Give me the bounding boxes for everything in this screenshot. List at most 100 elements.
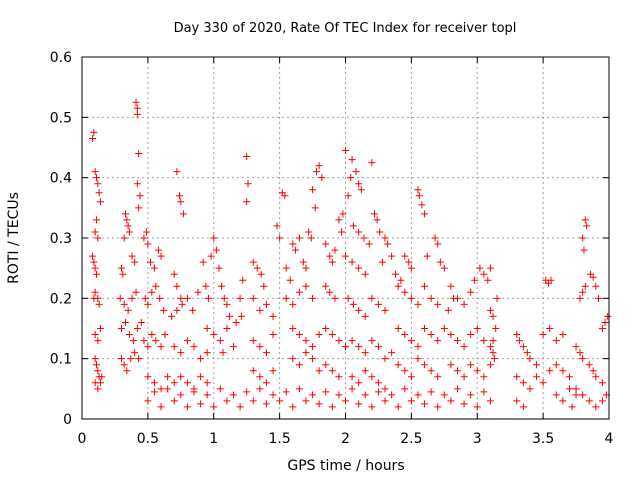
data-point	[212, 246, 220, 254]
data-point	[572, 343, 580, 351]
data-point	[355, 264, 363, 272]
data-point	[120, 234, 128, 242]
data-point	[282, 294, 290, 302]
x-tick-label: 2	[341, 431, 350, 447]
data-point	[152, 337, 160, 345]
data-point	[342, 397, 349, 405]
x-tick-label: 0	[78, 431, 87, 447]
data-point	[223, 397, 231, 405]
data-point	[328, 331, 336, 339]
data-point	[546, 325, 554, 332]
x-tick-label: 3	[473, 431, 482, 447]
data-point	[131, 258, 139, 266]
data-point	[144, 373, 152, 381]
data-point	[161, 331, 169, 339]
data-point	[374, 300, 382, 308]
data-point	[202, 282, 210, 290]
data-point	[489, 349, 497, 357]
data-point	[436, 258, 444, 266]
data-point	[177, 391, 185, 399]
data-point	[215, 264, 223, 272]
data-point	[295, 234, 303, 242]
data-point	[269, 391, 277, 399]
data-point	[585, 397, 593, 405]
data-point	[311, 204, 319, 212]
data-point	[484, 276, 492, 284]
data-point	[94, 234, 102, 242]
data-point	[589, 367, 597, 375]
y-tick-label: 0.4	[50, 171, 72, 187]
data-point	[282, 388, 290, 396]
data-point	[197, 355, 205, 363]
data-point	[232, 318, 240, 326]
data-point	[154, 246, 162, 254]
data-point	[127, 355, 135, 363]
data-point	[572, 391, 580, 399]
data-point	[203, 379, 211, 387]
data-point	[286, 276, 294, 284]
data-point	[598, 379, 606, 387]
data-point	[210, 331, 218, 339]
data-point	[120, 361, 128, 369]
data-point	[568, 403, 576, 411]
data-point	[344, 192, 352, 200]
data-point	[381, 385, 389, 393]
data-point	[513, 397, 521, 405]
data-point	[450, 294, 458, 302]
data-point	[302, 264, 310, 272]
data-point	[177, 349, 185, 357]
data-point	[572, 385, 580, 393]
data-point	[269, 312, 277, 320]
data-point	[355, 180, 363, 188]
data-point	[414, 300, 422, 308]
data-point	[421, 282, 429, 290]
data-point	[384, 240, 392, 248]
data-point	[405, 258, 413, 266]
data-point	[328, 403, 336, 411]
data-point	[414, 355, 422, 363]
data-point	[144, 343, 152, 351]
data-point	[157, 385, 165, 393]
data-point	[295, 331, 303, 339]
data-point	[302, 349, 310, 357]
data-point	[95, 189, 103, 197]
data-point	[322, 282, 330, 290]
data-point	[381, 234, 389, 242]
data-point	[129, 337, 137, 345]
data-point	[178, 300, 186, 308]
data-point	[453, 337, 461, 345]
data-point	[148, 331, 156, 339]
data-point	[90, 258, 98, 266]
data-point	[249, 367, 257, 375]
data-point	[360, 234, 368, 242]
data-point	[309, 186, 317, 194]
data-point	[170, 397, 178, 405]
data-point	[513, 373, 521, 381]
data-point	[368, 294, 376, 302]
data-point	[173, 168, 181, 176]
x-tick-label: 1	[209, 431, 218, 447]
data-point	[216, 337, 224, 345]
data-point	[338, 228, 346, 236]
y-tick-label: 0.1	[50, 352, 72, 368]
data-point	[355, 343, 363, 351]
data-point	[460, 343, 468, 351]
data-point	[598, 397, 606, 405]
data-point	[427, 367, 435, 375]
data-point	[282, 264, 290, 272]
data-point	[118, 264, 126, 272]
data-point	[361, 349, 369, 357]
data-point	[348, 373, 356, 381]
data-point	[348, 385, 356, 393]
data-point	[203, 391, 211, 399]
data-point	[92, 174, 100, 182]
data-point	[423, 252, 431, 260]
data-point	[335, 216, 343, 224]
data-point	[394, 361, 402, 369]
data-point	[123, 367, 131, 375]
data-point	[94, 385, 102, 393]
data-point	[552, 361, 560, 369]
data-point	[559, 367, 567, 375]
chart-title: Day 330 of 2020, Rate Of TEC Index for r…	[174, 21, 517, 36]
data-point	[299, 258, 307, 266]
